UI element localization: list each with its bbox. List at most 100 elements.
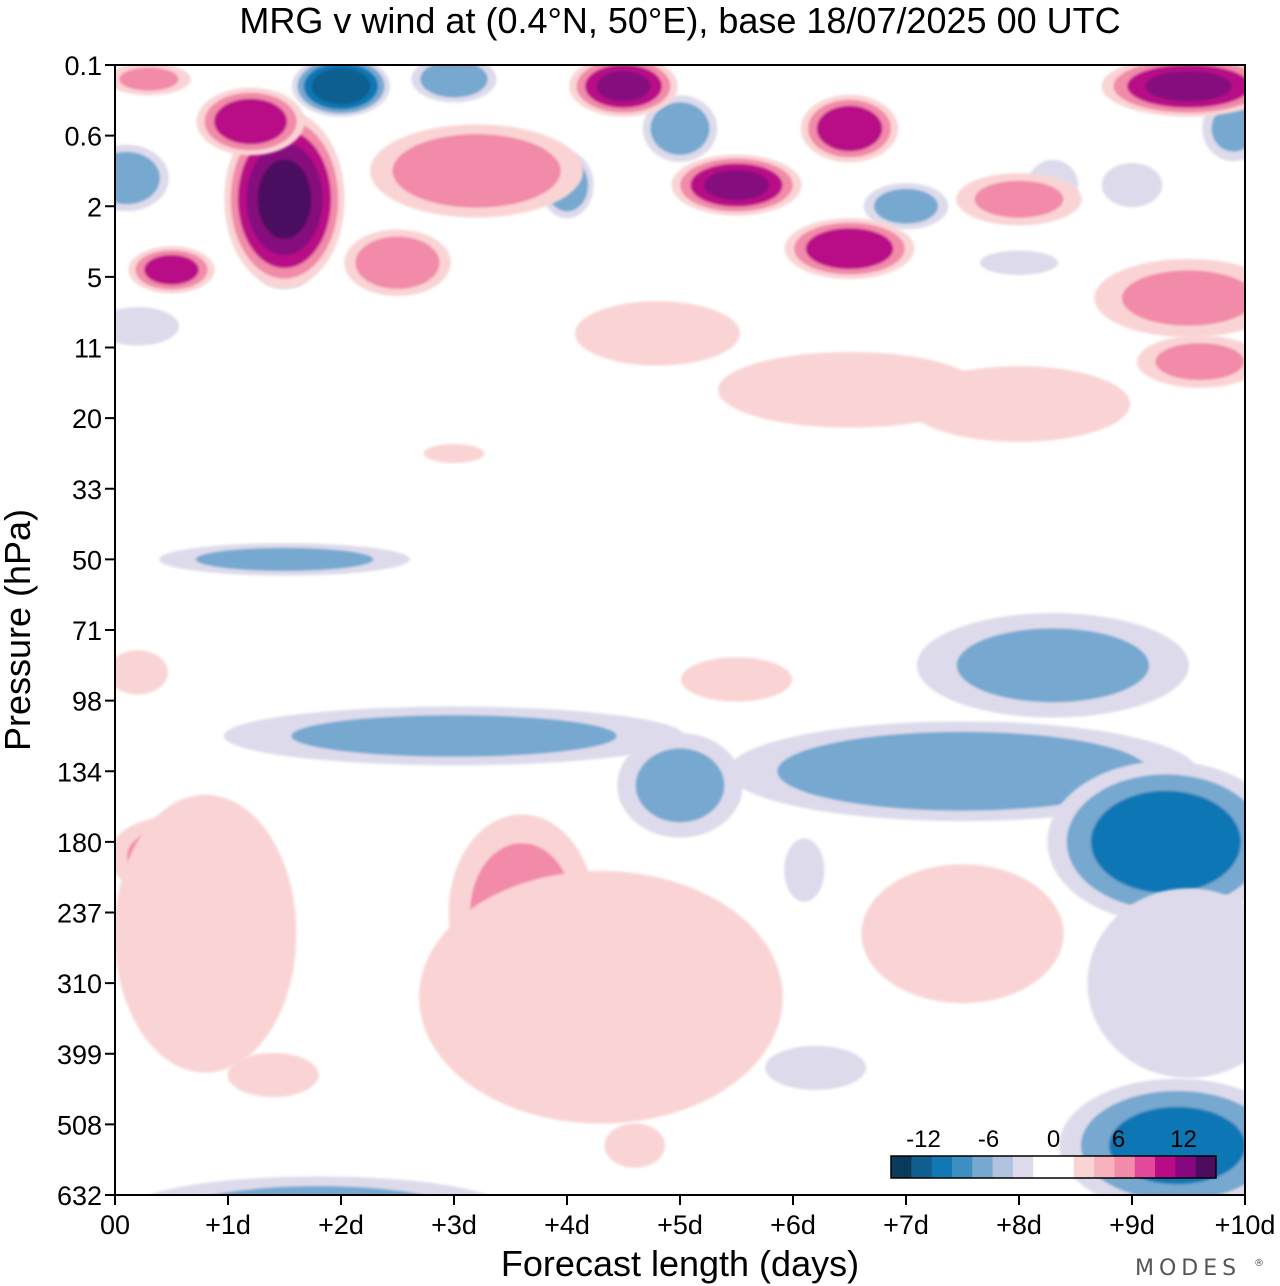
contour-feature-negative: [411, 65, 497, 103]
colorbar-swatch: [911, 1156, 933, 1178]
contour-feature-positive: [574, 301, 740, 366]
contour-level: [1211, 105, 1245, 152]
contour-feature-positive: [680, 657, 793, 702]
y-tick-label: 11: [74, 334, 102, 364]
contour-level: [574, 301, 740, 366]
contour-feature-positive: [115, 794, 297, 1073]
contour-feature-positive: [784, 218, 915, 280]
colorbar-swatch: [1114, 1156, 1136, 1178]
colorbar-swatch: [1155, 1156, 1176, 1178]
colorbar-label: 12: [1170, 1126, 1197, 1153]
contour-feature-negative: [979, 250, 1059, 275]
colorbar-swatch: [891, 1156, 912, 1178]
x-axis: 00 +1d +2d +3d +4d +5d +6d +7d +8d +9d +10d: [100, 1195, 1275, 1240]
contour-level: [1087, 888, 1245, 1078]
contour-feature-negative: [784, 838, 825, 902]
contour-feature-positive: [128, 246, 215, 294]
contour-feature-negative: [765, 1045, 867, 1090]
contour-level: [816, 105, 883, 152]
y-tick-label: 98: [72, 687, 102, 717]
contour-level: [227, 1052, 319, 1098]
colorbar-swatch: [1195, 1156, 1217, 1178]
chart-title: MRG v wind at (0.4°N, 50°E), base 18/07/…: [239, 0, 1120, 41]
x-axis-title: Forecast length (days): [501, 1243, 859, 1284]
y-tick-label: 33: [72, 475, 102, 505]
contour-level: [419, 870, 783, 1124]
y-tick-label: 180: [57, 828, 102, 858]
contour-level: [420, 65, 488, 98]
contour-feature-positive: [344, 229, 451, 297]
contour-level: [148, 1176, 489, 1195]
contour-feature-negative: [617, 733, 743, 838]
y-axis-title: Pressure (hPa): [0, 509, 38, 751]
contour-level: [861, 864, 1064, 1004]
contour-feature-negative: [291, 65, 391, 117]
contour-level: [392, 134, 561, 208]
y-tick-label: 0.1: [64, 51, 102, 81]
colorbar-label: 0: [1047, 1126, 1060, 1153]
x-tick-label: 00: [100, 1210, 130, 1240]
contour-feature-positive: [423, 443, 485, 463]
colorbar-swatch: [972, 1156, 993, 1178]
contour-feature-negative: [916, 613, 1189, 718]
contour-feature-negative: [148, 1176, 489, 1195]
y-tick-label: 71: [72, 616, 102, 646]
contour-level: [1121, 270, 1245, 326]
contour-feature-positive: [370, 124, 584, 218]
contour-level: [765, 1045, 867, 1090]
x-tick-label: +10d: [1215, 1210, 1276, 1240]
contour-feature-negative: [1202, 95, 1245, 162]
colorbar-label: 6: [1112, 1126, 1125, 1153]
contour-level: [703, 169, 770, 201]
y-tick-label: 20: [72, 404, 102, 434]
x-tick-label: +4d: [544, 1210, 590, 1240]
contour-feature-negative: [115, 144, 169, 212]
y-tick-label: 50: [72, 545, 102, 575]
contour-level: [115, 650, 168, 695]
contour-level: [291, 715, 617, 757]
y-tick-label: 399: [57, 1040, 102, 1070]
contour-level: [423, 443, 485, 463]
contour-level: [257, 159, 312, 239]
colorbar-swatch: [1094, 1156, 1115, 1178]
x-tick-label: +8d: [996, 1210, 1042, 1240]
contour-feature-positive: [671, 154, 802, 216]
contour-level: [311, 67, 371, 105]
contour-level: [874, 188, 938, 224]
contour-level: [650, 102, 710, 155]
contour-level: [214, 98, 288, 145]
contour-feature-positive: [800, 94, 899, 163]
contour-feature-negative: [863, 183, 949, 230]
contour-level: [115, 307, 179, 346]
contour-level: [974, 180, 1064, 218]
colorbar-swatch: [1033, 1156, 1054, 1178]
contour-level: [144, 254, 199, 285]
contour-feature-positive: [1094, 258, 1245, 338]
contour-feature-positive: [861, 864, 1064, 1004]
colorbar-swatch: [1012, 1156, 1034, 1178]
contour-level: [784, 838, 825, 902]
contour-level: [805, 228, 894, 270]
x-tick-label: +6d: [770, 1210, 816, 1240]
contour-feature-negative: [223, 706, 685, 766]
y-tick-label: 632: [57, 1181, 102, 1211]
x-tick-label: +9d: [1109, 1210, 1155, 1240]
contour-level: [1101, 162, 1163, 208]
colorbar-swatch: [931, 1156, 953, 1178]
colorbar-swatch: [1073, 1156, 1095, 1178]
contour-feature-negative: [1101, 162, 1163, 208]
colorbar-swatch: [951, 1156, 973, 1178]
y-tick-label: 0.6: [64, 122, 102, 152]
x-tick-label: +2d: [318, 1210, 364, 1240]
contour-level: [115, 151, 160, 205]
contour-level: [604, 1123, 666, 1168]
colorbar-label: -12: [906, 1126, 941, 1153]
contour-level: [635, 748, 725, 823]
contour-feature-positive: [115, 65, 191, 96]
contour-level: [956, 628, 1150, 703]
contour-level: [213, 1186, 424, 1195]
colorbar: -12 -6 0 6 12: [890, 1126, 1217, 1179]
contour-feature-negative: [115, 307, 179, 346]
contour-feature-negative: [1047, 761, 1245, 923]
